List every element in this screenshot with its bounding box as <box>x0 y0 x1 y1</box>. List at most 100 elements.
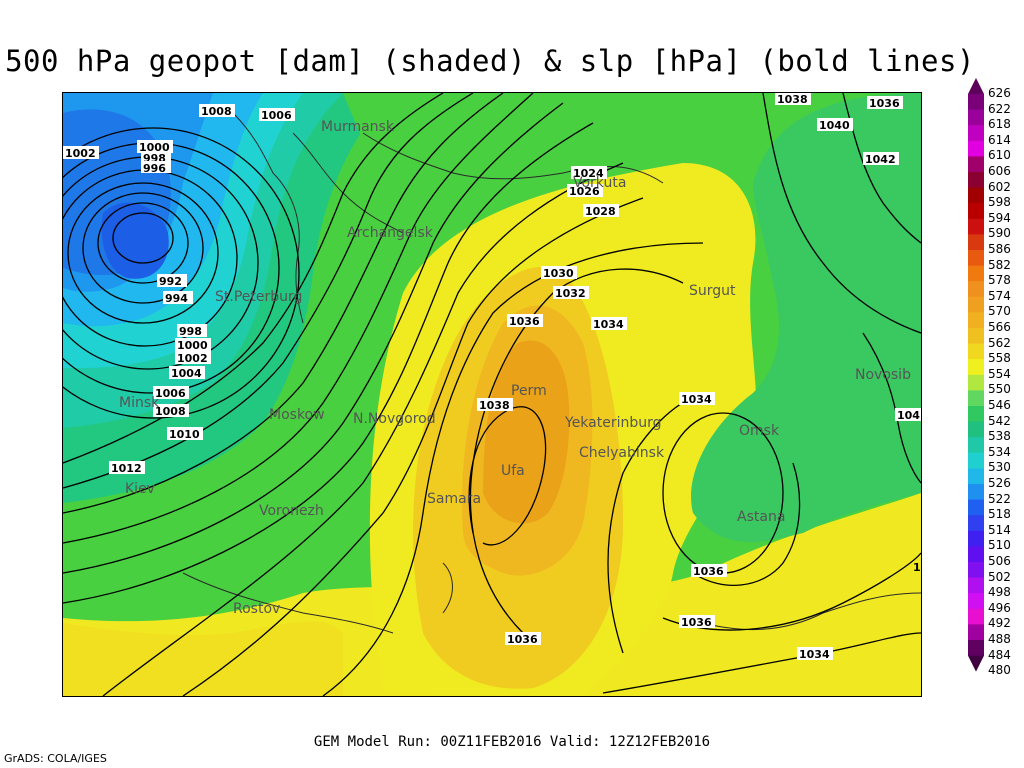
shade-554-sw <box>63 621 343 696</box>
colorbar-swatch <box>968 140 984 157</box>
colorbar-swatch <box>968 562 984 579</box>
svg-text:1034: 1034 <box>799 648 830 661</box>
svg-text:1010: 1010 <box>169 428 200 441</box>
colorbar-swatch <box>968 452 984 469</box>
colorbar-swatch <box>968 468 984 485</box>
colorbar-level-label: 610 <box>988 148 1011 163</box>
colorbar-level-label: 514 <box>988 522 1011 537</box>
colorbar-level-label: 546 <box>988 398 1011 412</box>
slp-label: 1010 <box>167 427 203 441</box>
colorbar-swatch <box>968 312 984 329</box>
colorbar-level-label: 558 <box>988 351 1011 366</box>
colorbar-swatch <box>968 265 984 282</box>
svg-text:1032: 1032 <box>555 287 586 300</box>
map-title: 500 hPa geopot [dam] (shaded) & slp [hPa… <box>5 44 975 78</box>
slp-label: 1026 <box>567 184 603 198</box>
map-canvas: 1008 1006 1002 1000 998 996 992 994 998 … <box>63 93 921 696</box>
colorbar-level-label: 534 <box>988 444 1011 459</box>
svg-text:1038: 1038 <box>777 93 808 106</box>
grads-credit: GrADS: COLA/IGES <box>4 752 107 765</box>
city-labels: Murmansk Archangelsk St.Peterburg Minsk … <box>119 119 911 617</box>
svg-text:994: 994 <box>165 292 188 305</box>
svg-text:1042: 1042 <box>865 153 896 166</box>
slp-label: 1036 <box>679 615 715 629</box>
colorbar-level-label: 538 <box>988 429 1011 444</box>
shade-518 <box>101 202 169 279</box>
svg-text:1024: 1024 <box>573 167 604 180</box>
map-panel: 1008 1006 1002 1000 998 996 992 994 998 … <box>62 92 922 697</box>
colorbar-level-label: 594 <box>988 210 1011 225</box>
colorbar-level-label: 506 <box>988 554 1011 568</box>
slp-label: 1034 <box>797 647 833 661</box>
city-label: Samara <box>427 491 481 507</box>
city-label: Kiev <box>125 481 155 497</box>
colorbar-swatch <box>968 546 984 563</box>
svg-text:1040: 1040 <box>819 119 850 132</box>
svg-text:1034: 1034 <box>681 393 712 406</box>
slp-label: 1032 <box>553 286 589 300</box>
colorbar-swatch <box>968 109 984 126</box>
colorbar <box>968 78 984 672</box>
shade-550-north <box>343 93 491 213</box>
colorbar-level-label: 626 <box>988 86 1011 100</box>
colorbar-swatch <box>968 530 984 547</box>
slp-label: 1036 <box>691 564 727 578</box>
colorbar-swatch <box>968 499 984 516</box>
slp-label: 1030 <box>541 266 577 280</box>
colorbar-level-label: 496 <box>988 600 1011 615</box>
city-label: Yekaterinburg <box>564 415 662 431</box>
city-label: Murmansk <box>321 119 395 135</box>
colorbar-swatch <box>968 484 984 501</box>
colorbar-level-label: 488 <box>988 632 1011 646</box>
city-label: Astana <box>737 509 785 525</box>
shade-546-east <box>691 93 921 542</box>
colorbar-swatch <box>968 172 984 189</box>
svg-text:1006: 1006 <box>155 387 186 400</box>
colorbar-level-label: 578 <box>988 273 1011 288</box>
colorbar-level-label: 518 <box>988 507 1011 522</box>
slp-label: 1036 <box>505 632 541 646</box>
shade-566 <box>483 340 570 524</box>
svg-text:1000: 1000 <box>139 141 170 154</box>
slp-label: 1040 <box>817 118 853 132</box>
slp-contours <box>63 93 921 696</box>
colorbar-swatch <box>968 421 984 438</box>
colorbar-swatch <box>968 624 984 641</box>
city-label: Voronezh <box>259 503 324 519</box>
colorbar-swatch <box>968 577 984 594</box>
colorbar-top-arrow <box>968 78 984 94</box>
slp-label: 1006 <box>153 386 189 400</box>
svg-text:1034: 1034 <box>593 318 624 331</box>
slp-label: 1036 <box>507 314 543 328</box>
colorbar-level-label: 542 <box>988 413 1011 428</box>
city-label: Archangelsk <box>347 225 434 241</box>
city-label: Minsk <box>119 395 160 411</box>
colorbar-swatch <box>968 281 984 298</box>
colorbar-swatch <box>968 437 984 454</box>
colorbar-level-label: 606 <box>988 164 1011 178</box>
slp-label: 994 <box>163 291 193 305</box>
city-label: Perm <box>511 383 547 399</box>
slp-label: 1042 <box>863 152 899 166</box>
colorbar-level-label: 492 <box>988 616 1011 631</box>
colorbar-swatch <box>968 187 984 204</box>
slp-label: 1034 <box>679 392 715 406</box>
slp-label: 1004 <box>169 366 205 380</box>
colorbar-swatch <box>968 250 984 267</box>
slp-label: 1034 <box>591 317 627 331</box>
colorbar-swatches <box>968 78 984 672</box>
city-label: Moskow <box>269 407 325 423</box>
colorbar-swatch <box>968 296 984 313</box>
colorbar-level-label: 622 <box>988 101 1011 116</box>
colorbar-swatch <box>968 218 984 235</box>
slp-label: 1024 <box>571 166 607 180</box>
colorbar-bottom-arrow <box>968 655 984 672</box>
colorbar-swatch <box>968 234 984 251</box>
colorbar-level-label: 480 <box>988 663 1011 678</box>
colorbar-level-label: 598 <box>988 195 1011 210</box>
colorbar-swatch <box>968 125 984 142</box>
svg-text:1028: 1028 <box>585 205 616 218</box>
slp-labels: 1008 1006 1002 1000 998 996 992 994 998 … <box>63 93 921 661</box>
colorbar-swatch <box>968 640 984 657</box>
slp-label: 1000 <box>137 140 173 154</box>
